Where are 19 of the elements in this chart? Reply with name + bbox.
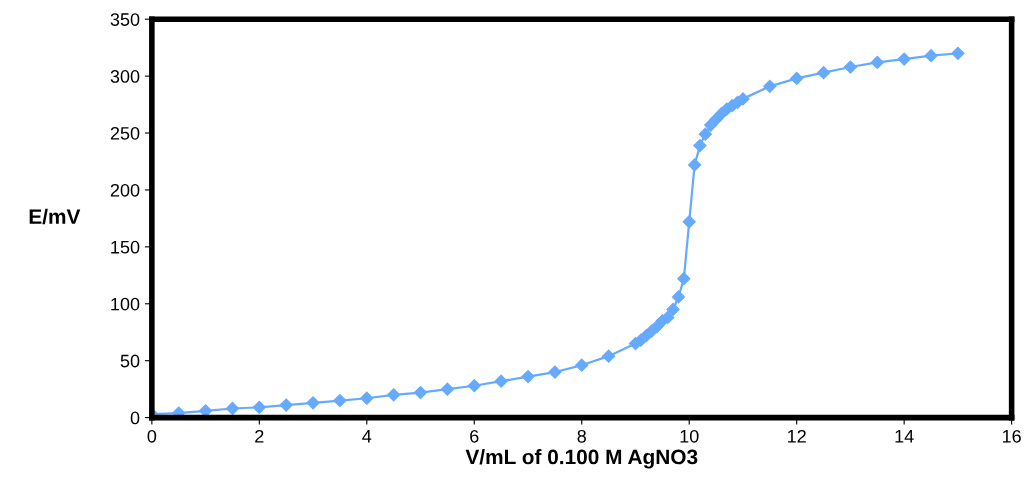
x-tick-label: 2 — [255, 429, 264, 443]
y-tick-label: 50 — [120, 354, 140, 368]
x-tick-label: 4 — [362, 430, 372, 443]
y-axis-title: E/mV — [29, 208, 81, 225]
x-axis-title: V/mL of 0.100 M AgNO3 — [465, 449, 698, 469]
x-tick-label: 10 — [680, 429, 699, 443]
x-tick-label: 12 — [788, 429, 806, 443]
x-tick-label: 0 — [147, 429, 157, 443]
y-tick-label: 100 — [111, 297, 140, 311]
x-tick-label: 14 — [895, 430, 914, 443]
y-tick-label: 250 — [110, 126, 140, 140]
y-tick-label: 0 — [130, 411, 140, 425]
x-tick-label: 16 — [1002, 429, 1021, 443]
x-tick-label: 6 — [470, 429, 479, 443]
x-tick-label: 8 — [577, 429, 586, 443]
y-tick-label: 200 — [110, 183, 140, 197]
y-tick-label: 300 — [110, 70, 140, 83]
y-tick-label: 150 — [111, 240, 140, 254]
y-tick-label: 350 — [110, 13, 140, 26]
